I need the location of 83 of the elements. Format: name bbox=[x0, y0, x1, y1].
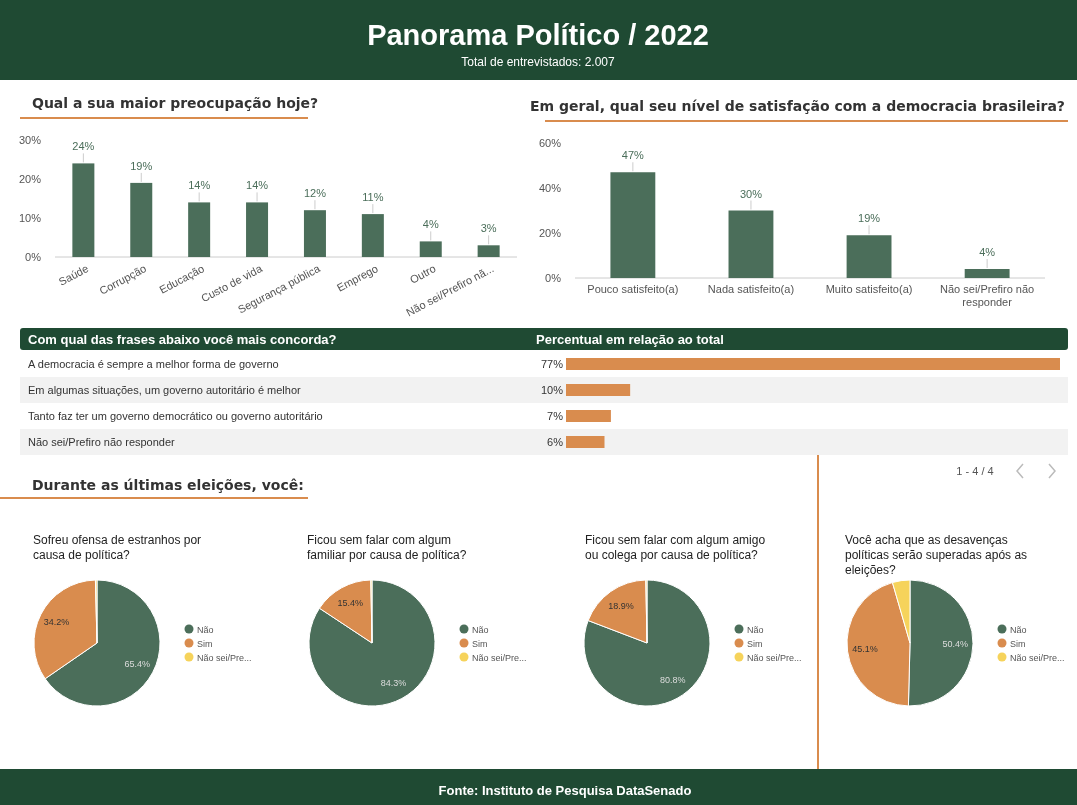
legend-label: Sim bbox=[747, 638, 763, 649]
y-tick-label: Em algumas situações, um governo autoritário é melhor bbox=[28, 384, 302, 396]
legend-label: Não bbox=[747, 624, 764, 635]
data-label: 14% bbox=[188, 179, 211, 192]
legend-label: Não bbox=[197, 624, 214, 635]
text: Com qual das frases abaixo você mais concorda? bbox=[28, 332, 337, 347]
data-label: 65.4% bbox=[124, 659, 150, 670]
legend-label: Não bbox=[1010, 624, 1027, 635]
text: Durante as últimas eleições, você: bbox=[32, 477, 304, 493]
y-tick-label: 0% bbox=[545, 272, 562, 284]
data-label: 30% bbox=[739, 187, 763, 200]
y-tick-label: Tanto faz ter um governo democrático ou governo autoritário bbox=[28, 410, 323, 422]
bar bbox=[566, 358, 1060, 370]
bar bbox=[477, 245, 500, 257]
bar bbox=[610, 172, 656, 278]
bar bbox=[303, 210, 326, 257]
bar bbox=[846, 235, 892, 278]
legend-label: Não sei/Pre... bbox=[747, 652, 802, 663]
bar bbox=[419, 241, 442, 257]
y-tick-label: 20% bbox=[18, 173, 42, 185]
chart-title: Sofreu ofensa de estranhos por causa de política? bbox=[33, 533, 202, 562]
pie-slice bbox=[308, 579, 436, 707]
chart-title: Ficou sem falar com algum amigo ou colega por causa de política? bbox=[585, 533, 766, 562]
data-label: 4% bbox=[979, 246, 996, 258]
y-tick-label: A democracia é sempre a melhor forma de governo bbox=[28, 358, 279, 370]
y-tick-label: 0% bbox=[25, 251, 42, 263]
x-tick-label: Não sei/Prefiro não responder bbox=[940, 283, 1035, 308]
y-tick-label: 40% bbox=[538, 182, 562, 194]
data-label: 4% bbox=[422, 218, 439, 231]
text: Panorama Político / 2022 bbox=[367, 19, 709, 51]
data-label: 11% bbox=[362, 191, 384, 204]
legend-label: Sim bbox=[1010, 638, 1026, 649]
legend-label: Não bbox=[472, 624, 489, 635]
data-label: 45.1% bbox=[852, 643, 878, 654]
y-tick-label: 10% bbox=[18, 212, 42, 224]
data-label: 18.9% bbox=[608, 600, 634, 611]
data-label: 84.3% bbox=[380, 677, 407, 688]
bar bbox=[566, 436, 605, 448]
x-tick-label: Nada satisfeito(a) bbox=[707, 283, 795, 295]
bar bbox=[72, 163, 95, 257]
chart-title: Qual a sua maior preocupação hoje? bbox=[32, 95, 319, 111]
x-axis-title: Percentual em relação ao total bbox=[536, 332, 724, 347]
text: Total de entrevistados: 2.007 bbox=[461, 55, 616, 69]
text: 1 - 4 / 4 bbox=[956, 465, 994, 477]
x-tick-label: Pouco satisfeito(a) bbox=[587, 283, 679, 295]
bar bbox=[246, 202, 269, 257]
data-label: 6% bbox=[547, 436, 564, 448]
data-label: 80.8% bbox=[659, 675, 686, 686]
bar bbox=[130, 182, 153, 257]
data-label: 24% bbox=[72, 140, 95, 153]
legend-label: Não sei/Pre... bbox=[197, 652, 252, 663]
data-label: 34.2% bbox=[43, 617, 70, 628]
pie-slice bbox=[583, 579, 711, 707]
data-label: 77% bbox=[540, 358, 564, 370]
y-tick-label: 20% bbox=[538, 227, 562, 239]
x-tick-label: Saúde bbox=[56, 262, 91, 288]
y-tick-label: 60% bbox=[538, 137, 562, 149]
y-tick-label: 30% bbox=[18, 134, 42, 146]
bar bbox=[361, 214, 384, 257]
data-label: 12% bbox=[303, 187, 327, 200]
data-label: 3% bbox=[480, 222, 497, 235]
data-label: 19% bbox=[858, 212, 881, 225]
bar bbox=[964, 269, 1010, 278]
legend-label: Não sei/Pre... bbox=[1010, 652, 1065, 663]
data-label: 7% bbox=[547, 410, 564, 422]
data-label: 19% bbox=[130, 159, 153, 172]
data-label: 15.4% bbox=[337, 598, 363, 609]
legend-label: Sim bbox=[472, 638, 488, 649]
source-note: Fonte: Instituto de Pesquisa DataSenado bbox=[438, 783, 692, 798]
data-label: 50.4% bbox=[942, 638, 969, 649]
legend-label: Sim bbox=[197, 638, 213, 649]
data-label: 47% bbox=[621, 149, 645, 162]
x-tick-label: Muito satisfeito(a) bbox=[825, 283, 913, 295]
chart-title: Em geral, qual seu nível de satisfação com a democracia brasileira? bbox=[529, 98, 1065, 114]
data-label: 14% bbox=[246, 179, 269, 192]
chart-title: Você acha que as desavenças políticas serão superadas após as eleições? bbox=[845, 533, 1028, 577]
bar bbox=[566, 410, 611, 422]
bar bbox=[728, 210, 774, 278]
bar bbox=[188, 202, 211, 257]
y-tick-label: Não sei/Prefiro não responder bbox=[28, 436, 176, 448]
chart-title: Ficou sem falar com algum familiar por causa de política? bbox=[307, 533, 467, 562]
bar bbox=[566, 384, 631, 396]
legend-label: Não sei/Pre... bbox=[472, 652, 527, 663]
